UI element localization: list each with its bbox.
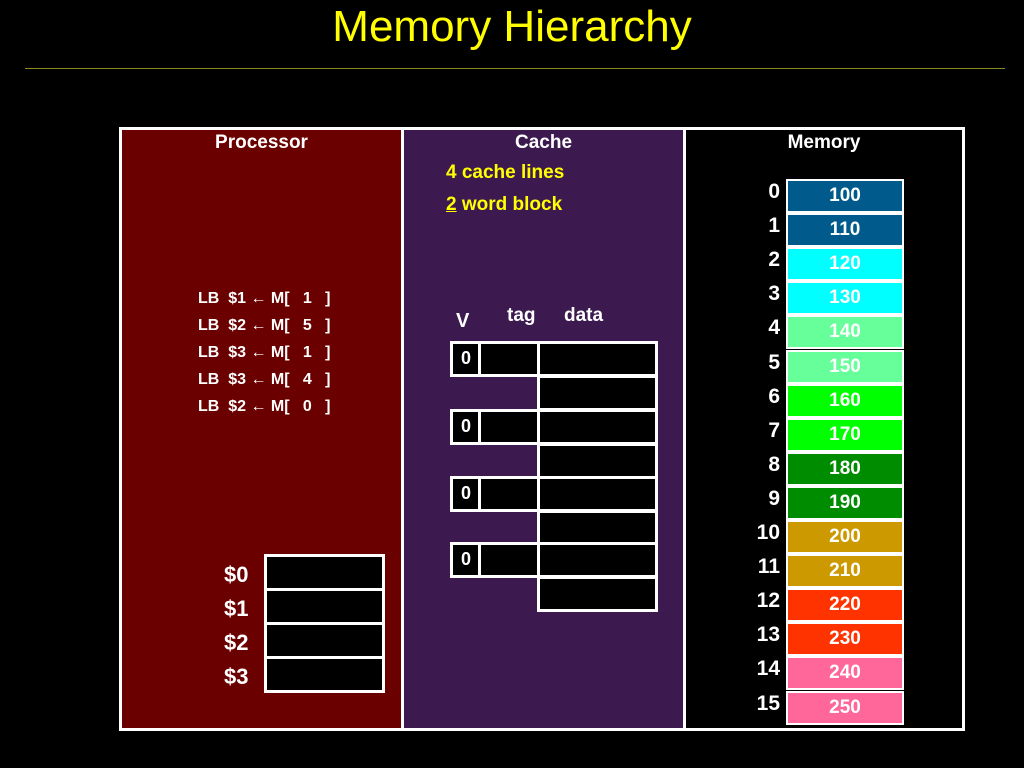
- processor-panel: Processor: [119, 127, 404, 731]
- memory-cell: 150: [786, 349, 904, 384]
- register-label: $1: [224, 596, 249, 621]
- data-word-cell: [537, 375, 658, 411]
- processor-heading: Processor: [215, 132, 308, 153]
- memory-address: 6: [768, 384, 780, 408]
- memory-cell: 230: [786, 622, 904, 657]
- memory-cell: 130: [786, 281, 904, 316]
- memory-address: 4: [768, 316, 780, 340]
- cache-heading: Cache: [514, 132, 573, 153]
- block-size-label: word block: [456, 194, 563, 215]
- memory-cell: 180: [786, 451, 904, 486]
- tag-cell: [478, 542, 541, 578]
- memory-cell: 250: [786, 690, 904, 725]
- instruction-line: LB $3 ← M[ 4 ]: [198, 371, 331, 388]
- memory-cell: 210: [786, 554, 904, 589]
- memory-address: 9: [768, 486, 780, 510]
- memory-address: 14: [756, 657, 780, 681]
- tag-cell: [478, 409, 541, 445]
- valid-bit: 0: [450, 476, 482, 512]
- data-word-cell: [537, 341, 658, 377]
- col-tag-header: tag: [507, 305, 536, 326]
- data-word-cell: [537, 409, 658, 445]
- memory-cell: 140: [786, 315, 904, 350]
- memory-cell: 110: [786, 213, 904, 248]
- memory-address: 12: [756, 589, 780, 613]
- data-word-cell: [537, 542, 658, 578]
- cache-lines-text: 4 cache lines: [446, 162, 565, 183]
- memory-address: 13: [756, 623, 780, 647]
- col-data-header: data: [564, 305, 604, 326]
- instruction-line: LB $3 ← M[ 1 ]: [198, 344, 331, 361]
- col-v-header: V: [456, 310, 470, 332]
- memory-address: 10: [756, 521, 780, 544]
- tag-cell: [478, 476, 541, 512]
- memory-address: 1: [768, 214, 780, 238]
- instruction-line: LB $2 ← M[ 0 ]: [198, 398, 331, 415]
- memory-cell: 240: [786, 656, 904, 691]
- data-word-cell: [537, 476, 658, 512]
- data-word-cell: [537, 443, 658, 479]
- memory-address: 5: [768, 350, 780, 374]
- instruction-line: LB $2 ← M[ 5 ]: [198, 317, 331, 334]
- memory-cell: 200: [786, 520, 904, 554]
- memory-address: 7: [768, 418, 780, 442]
- valid-bit: 0: [450, 409, 482, 445]
- memory-address: 11: [757, 555, 780, 579]
- memory-cell: 160: [786, 383, 904, 418]
- tag-cell: [478, 341, 541, 377]
- register-label: $0: [224, 562, 249, 587]
- data-word-cell: [537, 510, 658, 546]
- register-box: [264, 554, 385, 591]
- memory-cell: 220: [786, 588, 904, 623]
- memory-cell: 120: [786, 247, 904, 282]
- slide-title: Memory Hierarchy: [332, 2, 692, 51]
- register-box: [264, 622, 385, 659]
- memory-heading: Memory: [787, 132, 861, 153]
- memory-address: 0: [768, 180, 780, 203]
- memory-address: 8: [768, 452, 780, 476]
- memory-address: 15: [756, 691, 780, 715]
- data-word-cell: [537, 576, 658, 612]
- register-label: $2: [224, 630, 249, 655]
- memory-address: 2: [768, 248, 780, 272]
- memory-cell: 100: [786, 179, 904, 213]
- instruction-line: LB $1 ← M[ 1 ]: [198, 290, 331, 307]
- register-box: [264, 588, 385, 625]
- memory-cell: 170: [786, 417, 904, 452]
- register-label: $3: [224, 664, 249, 689]
- block-size-number: 2: [446, 194, 457, 215]
- block-size-text: 2 word block: [446, 194, 562, 216]
- memory-cell: 190: [786, 485, 904, 520]
- memory-address: 3: [768, 282, 780, 306]
- register-box: [264, 656, 385, 693]
- title-divider: [25, 68, 1005, 69]
